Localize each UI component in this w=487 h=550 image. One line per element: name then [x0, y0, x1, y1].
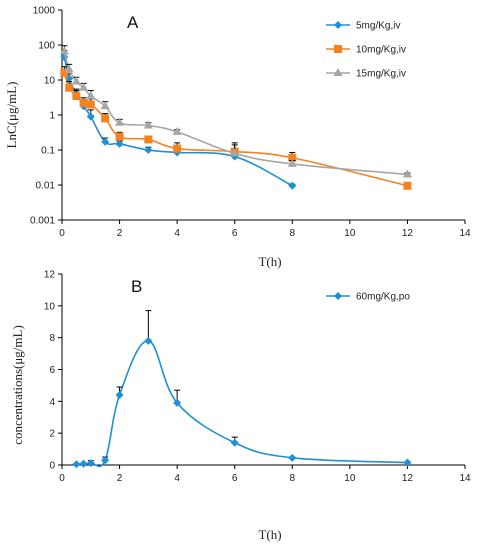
x-tick-label: 8 [290, 228, 296, 239]
chart-panel-b: 0 2 4 6 8 10 12 14 0 2 4 6 8 10 12 T(h) concentrations(μ… [10, 270, 471, 543]
x-tick-label: 0 [59, 228, 65, 239]
x-axis-title: T(h) [258, 254, 281, 269]
data-point [288, 453, 297, 462]
data-point [402, 169, 412, 178]
data-point [144, 336, 153, 345]
legend-marker [334, 45, 342, 53]
data-point [72, 91, 81, 100]
data-point [144, 135, 153, 144]
data-point [79, 99, 88, 108]
data-point [86, 100, 95, 109]
x-tick-label: 6 [232, 473, 238, 484]
legend-label: 5mg/Kg,iv [356, 21, 400, 32]
legend-label: 10mg/Kg,iv [356, 45, 406, 56]
y-axis-title: LnC(μg/mL) [4, 82, 19, 149]
x-tick-label: 4 [174, 473, 180, 484]
legend-marker [334, 292, 342, 300]
y-tick-label: 8 [49, 333, 55, 344]
x-axis-title: T(h) [258, 527, 281, 542]
series-5mg-kg-iv [60, 49, 297, 190]
data-point [403, 458, 412, 467]
data-point [115, 117, 125, 126]
data-point [173, 398, 182, 407]
x-tick-label: 10 [344, 473, 356, 484]
y-tick-label: 4 [49, 397, 55, 408]
x-tick-label: 4 [174, 228, 180, 239]
x-tick-label: 6 [232, 228, 238, 239]
data-point [288, 181, 297, 190]
y-tick-label: 100 [38, 41, 55, 52]
data-point [230, 148, 240, 157]
data-point [101, 137, 110, 146]
legend-marker [334, 21, 342, 29]
data-point [143, 120, 153, 129]
y-tick-label: 6 [49, 365, 55, 376]
data-point [144, 146, 153, 154]
data-point [64, 64, 74, 73]
x-tick-label: 14 [459, 228, 471, 239]
chart-panel-a: 0 2 4 6 8 10 12 14 0.001 0.01 0.1 1 10 100 1000 T(h) LnC… [4, 6, 471, 270]
y-tick-label: 1 [49, 111, 55, 122]
panel-letter: B [131, 277, 142, 296]
x-tick-label: 2 [117, 228, 123, 239]
x-tick-label: 8 [290, 473, 296, 484]
x-tick-label: 2 [117, 473, 123, 484]
data-point [86, 112, 95, 121]
panel-letter: A [127, 13, 139, 32]
data-point [65, 83, 74, 92]
series-15mg-kg-iv [59, 45, 412, 178]
data-point [72, 460, 81, 469]
data-point [71, 76, 81, 85]
data-point [101, 114, 110, 123]
x-tick-label: 12 [402, 228, 414, 239]
legend-entry: 60mg/Kg,po [326, 292, 410, 303]
data-point [60, 68, 69, 77]
series-10mg-kg-iv [60, 66, 412, 190]
data-point [86, 90, 96, 99]
data-point [403, 181, 412, 190]
x-tick-label: 14 [459, 473, 471, 484]
y-tick-label: 10 [44, 301, 56, 312]
series-line [76, 340, 408, 468]
y-tick-label: 1000 [33, 6, 56, 17]
series-60mg-kg-po [72, 310, 412, 469]
data-point [115, 132, 124, 141]
legend-label: 60mg/Kg,po [356, 292, 410, 303]
y-tick-label: 0.01 [36, 181, 56, 192]
legend-marker [333, 68, 343, 76]
data-point [100, 101, 110, 110]
data-point [173, 144, 182, 153]
data-point [86, 459, 95, 468]
data-point [79, 82, 89, 91]
x-tick-label: 10 [344, 228, 356, 239]
y-axis-title: concentrations(μg/mL) [10, 325, 25, 445]
series-line [63, 56, 293, 187]
x-tick-label: 12 [402, 473, 414, 484]
legend-entry: 5mg/Kg,iv [326, 21, 400, 32]
data-point [230, 438, 239, 447]
y-tick-label: 0 [49, 461, 55, 472]
x-tick-label: 0 [59, 473, 65, 484]
legend-entry: 15mg/Kg,iv [326, 68, 406, 80]
legend-entry: 10mg/Kg,iv [326, 45, 406, 56]
data-point [287, 158, 297, 167]
y-tick-label: 0.1 [41, 146, 55, 157]
data-point [115, 139, 124, 148]
data-point [79, 459, 88, 468]
y-tick-label: 10 [44, 76, 56, 87]
y-tick-label: 12 [44, 270, 56, 281]
data-point [115, 390, 124, 399]
data-point [172, 126, 182, 135]
y-tick-label: 0.001 [30, 216, 55, 227]
data-point [101, 456, 110, 465]
y-tick-label: 2 [49, 429, 55, 440]
legend-label: 15mg/Kg,iv [356, 69, 406, 80]
data-point [288, 153, 297, 162]
series-line [63, 72, 408, 187]
data-point [59, 46, 69, 55]
